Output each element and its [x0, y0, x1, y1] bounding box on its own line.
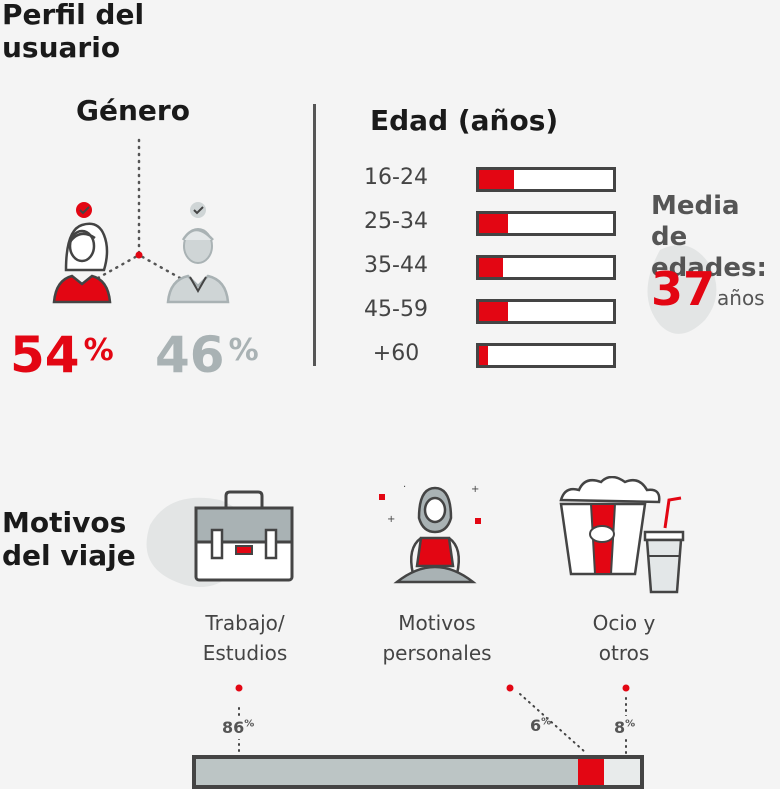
- meditating-person-icon: · + +: [379, 482, 481, 584]
- age-group-label: 16-24: [364, 165, 428, 190]
- gender-icons: [52, 138, 230, 304]
- age-group-bar-fill: [479, 214, 509, 233]
- age-group-bar-fill: [479, 258, 504, 277]
- motive-bar-work: [196, 759, 578, 785]
- age-group-bar: [476, 299, 616, 324]
- briefcase-icon: [194, 490, 294, 582]
- age-group-label: 45-59: [364, 297, 428, 322]
- mean-age-label: Media de edades:: [651, 191, 767, 283]
- svg-text:·: ·: [403, 482, 406, 493]
- age-group-bar-fill: [479, 170, 514, 189]
- age-heading: Edad (años): [370, 104, 559, 137]
- gender-heading: Género: [76, 94, 190, 127]
- svg-text:+: +: [387, 514, 395, 525]
- work-share: 86%: [222, 716, 255, 739]
- section-divider: [313, 104, 316, 366]
- motive-label: Motivos personales: [382, 611, 492, 665]
- age-group-bar: [476, 211, 616, 236]
- motive-bar-personal: [577, 759, 605, 785]
- age-group-bar: [476, 255, 616, 280]
- age-group-bar: [476, 343, 616, 368]
- age-group-bar: [476, 167, 616, 192]
- female-percentage: 54%: [10, 326, 114, 384]
- age-group-bar-fill: [479, 346, 489, 365]
- mean-age-value: 37 años: [651, 262, 765, 316]
- leisure-share: 8%: [614, 716, 636, 739]
- motive-label: Trabajo/ Estudios: [202, 611, 288, 665]
- motives-stacked-bar: [192, 755, 644, 789]
- svg-text:+: +: [471, 484, 479, 495]
- motives-heading: Motivos del viaje: [2, 506, 136, 572]
- age-group-label: 35-44: [364, 253, 428, 278]
- motive-bar-leisure: [604, 759, 640, 785]
- personal-share: 6%: [530, 716, 552, 735]
- age-group-bar-fill: [479, 302, 509, 321]
- blob-decoration: [647, 245, 717, 334]
- page-title: Perfil del usuario: [2, 0, 145, 64]
- male-user-icon: [166, 202, 230, 304]
- motive-label: Ocio y otros: [592, 611, 656, 665]
- female-user-icon: [52, 202, 112, 304]
- male-percentage: 46%: [155, 326, 259, 384]
- age-group-label: +60: [372, 341, 420, 366]
- popcorn-icon: [559, 476, 685, 594]
- age-group-label: 25-34: [364, 209, 428, 234]
